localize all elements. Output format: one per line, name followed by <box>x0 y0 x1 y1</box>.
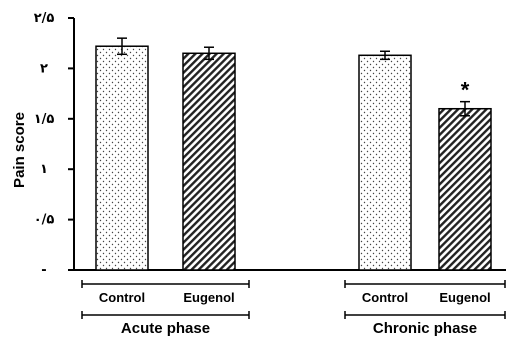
group-label: Chronic phase <box>373 320 477 337</box>
y-tick-label: ۰/۵ <box>34 213 55 228</box>
group-label: Acute phase <box>121 320 210 337</box>
bar <box>182 52 236 271</box>
y-tick-label: ۱/۵ <box>34 112 55 127</box>
y-tick-label: ۲ <box>40 61 48 76</box>
significance-marker: * <box>461 78 470 103</box>
bar <box>358 54 412 271</box>
bar <box>95 45 149 271</box>
category-label: Eugenol <box>439 290 490 305</box>
chart-bars <box>95 37 492 271</box>
category-label: Control <box>362 290 408 305</box>
category-label: Control <box>99 290 145 305</box>
category-label: Eugenol <box>183 290 234 305</box>
y-tick-label: ۲/۵ <box>34 11 55 26</box>
y-tick-label: ۱ <box>40 162 48 177</box>
y-axis-title: Pain score <box>11 112 28 188</box>
chart-labels: * Control Eugenol Acute phase Control Eugenol… <box>81 78 506 337</box>
bar <box>438 107 492 271</box>
y-tick-label: - <box>41 263 46 278</box>
